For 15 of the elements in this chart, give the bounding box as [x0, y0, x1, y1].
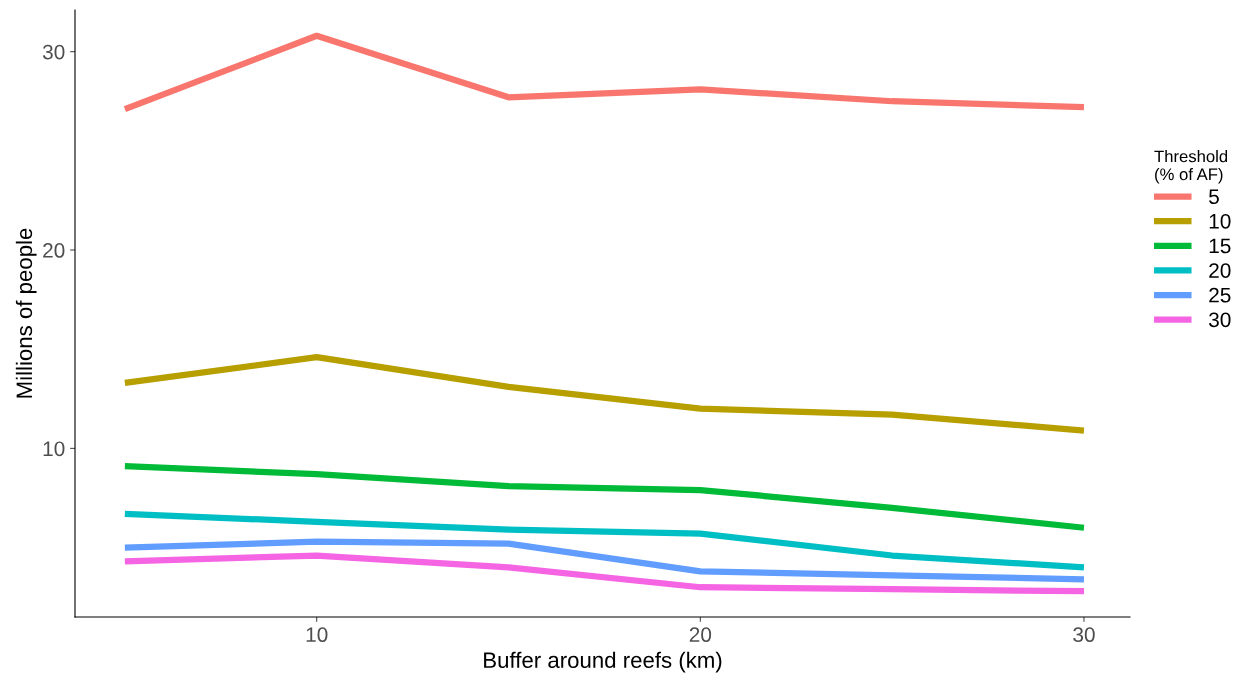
- y-tick-label: 10: [43, 441, 65, 457]
- x-axis-title: Buffer around reefs (km): [484, 651, 722, 673]
- legend-label: 15: [1209, 238, 1231, 254]
- legend-label: 30: [1208, 312, 1231, 328]
- x-tick-label: 20: [689, 627, 712, 643]
- legend-label: 5: [1209, 189, 1219, 205]
- legend-label: 10: [1209, 213, 1231, 229]
- x-tick-label: 10: [306, 627, 328, 643]
- y-tick-label: 30: [42, 44, 65, 60]
- legend-label: 20: [1209, 263, 1231, 278]
- legend-title: Threshold (% of AF): [1154, 150, 1228, 184]
- y-axis-title: Millions of people: [15, 228, 37, 398]
- y-tick-label: 20: [43, 243, 65, 258]
- legend-label: 25: [1209, 287, 1231, 303]
- x-tick-label: 30: [1073, 627, 1095, 643]
